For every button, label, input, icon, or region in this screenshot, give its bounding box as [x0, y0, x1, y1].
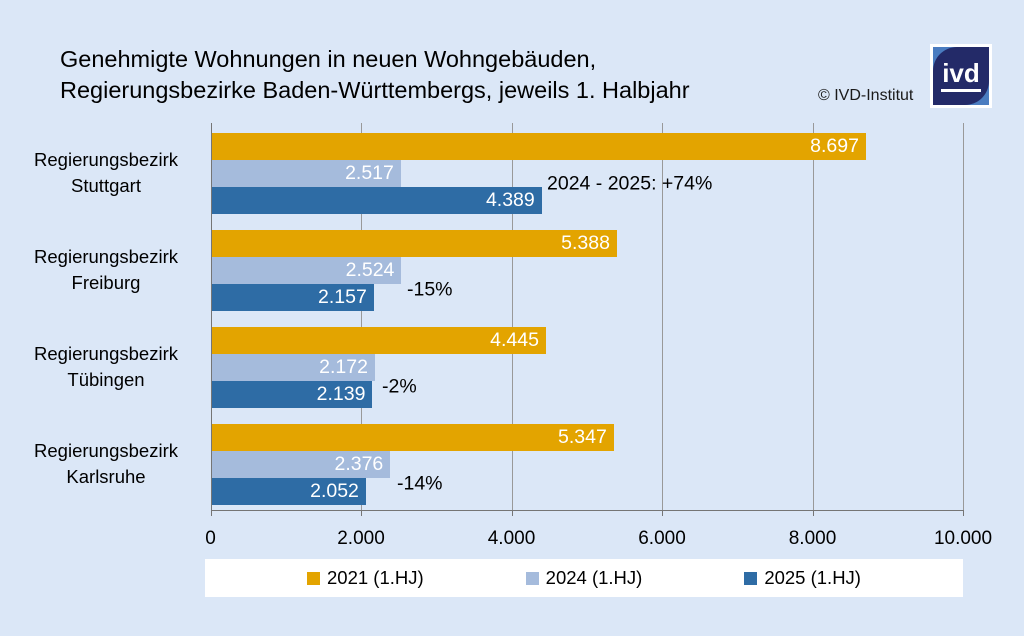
- legend-label: 2025 (1.HJ): [764, 567, 861, 588]
- bar-karlsruhe-2024: 2.376: [211, 450, 391, 478]
- x-axis-tick-label: 10.000: [933, 528, 993, 549]
- bar-karlsruhe-2021: 5.347: [211, 423, 614, 451]
- change-annotation: -15%: [407, 278, 453, 301]
- category-label: Regierungsbezirk Freiburg: [8, 244, 204, 296]
- bar-value-label: 2.524: [345, 259, 395, 282]
- bar-value-label: 5.388: [561, 232, 610, 255]
- bar-value-label: 2.157: [318, 286, 367, 309]
- bar-karlsruhe-2025: 2.052: [211, 477, 366, 505]
- gridline: [963, 123, 964, 510]
- ivd-logo: ivd: [930, 44, 992, 108]
- category-label-line1: Regierungsbezirk: [34, 439, 178, 461]
- legend-label: 2021 (1.HJ): [327, 567, 424, 588]
- bar-value-label: 2.052: [310, 479, 359, 502]
- bar-value-label: 2.517: [345, 162, 394, 185]
- change-annotation: -14%: [397, 472, 443, 495]
- legend-swatch-icon: [307, 571, 320, 585]
- x-axis-tick-label: 6.000: [638, 528, 686, 549]
- bar-stuttgart-2025: 4.389: [211, 187, 542, 215]
- category-label-line2: Freiburg: [71, 272, 141, 294]
- bar-freiburg-2021: 5.388: [211, 230, 617, 258]
- chart-title-line2: Regierungsbezirke Baden-Württembergs, je…: [60, 77, 690, 104]
- legend-item: 2024 (1.HJ): [525, 567, 643, 589]
- chart-title-line1: Genehmigte Wohnungen in neuen Wohngebäud…: [60, 46, 597, 72]
- gridline: [361, 123, 362, 510]
- legend-item: 2025 (1.HJ): [744, 567, 861, 589]
- legend-swatch-icon: [525, 571, 539, 585]
- bar-tübingen-2021: 4.445: [211, 326, 546, 354]
- category-label-line1: Regierungsbezirk: [34, 246, 178, 268]
- bar-stuttgart-2021: 8.697: [211, 133, 866, 161]
- bar-freiburg-2025: 2.157: [211, 284, 374, 312]
- x-axis-tick-label: 8.000: [788, 528, 837, 549]
- chart-title: Genehmigte Wohnungen in neuen Wohngebäud…: [60, 44, 690, 106]
- bar-value-label: 4.389: [485, 189, 535, 212]
- bar-value-label: 4.445: [490, 328, 539, 351]
- logo-text: ivd: [941, 60, 981, 92]
- bar-freiburg-2024: 2.524: [211, 257, 402, 285]
- gridline: [511, 123, 513, 510]
- x-axis-tick: [662, 510, 663, 516]
- x-axis-line: [210, 510, 963, 511]
- bar-value-label: 2.139: [316, 382, 366, 405]
- bar-tübingen-2024: 2.172: [211, 353, 375, 381]
- change-annotation: 2024 - 2025: +74%: [547, 172, 713, 195]
- category-label: Regierungsbezirk Tübingen: [8, 341, 204, 393]
- bar-tübingen-2025: 2.139: [211, 380, 373, 408]
- y-axis-line: [210, 123, 212, 516]
- x-axis-tick: [361, 510, 362, 516]
- legend-label: 2024 (1.HJ): [545, 567, 643, 588]
- change-annotation: -2%: [382, 375, 417, 398]
- category-label: Regierungsbezirk Stuttgart: [8, 147, 204, 199]
- category-label-line2: Stuttgart: [71, 175, 141, 197]
- logo-square: ivd: [933, 47, 989, 105]
- bar-value-label: 2.376: [334, 452, 384, 475]
- category-label-line1: Regierungsbezirk: [34, 149, 178, 171]
- bar-value-label: 5.347: [558, 425, 607, 448]
- bar-value-label: 2.172: [319, 355, 368, 378]
- legend: 2021 (1.HJ) 2024 (1.HJ) 2025 (1.HJ): [205, 559, 963, 597]
- category-label-line2: Karlsruhe: [66, 465, 146, 487]
- category-label: Regierungsbezirk Karlsruhe: [8, 438, 204, 490]
- gridline: [812, 123, 814, 510]
- bar-stuttgart-2024: 2.517: [211, 160, 401, 188]
- gridline: [662, 123, 663, 510]
- category-label-line2: Tübingen: [67, 368, 145, 390]
- category-label-line1: Regierungsbezirk: [34, 342, 178, 364]
- x-axis-tick: [963, 510, 964, 516]
- legend-swatch-icon: [744, 571, 758, 585]
- copyright-text: © IVD-Institut: [818, 87, 914, 104]
- x-axis-tick-label: 2.000: [337, 528, 385, 549]
- x-axis-tick: [511, 510, 513, 516]
- legend-item: 2021 (1.HJ): [307, 567, 424, 589]
- x-axis-tick: [812, 510, 814, 516]
- x-axis-tick-label: 4.000: [487, 528, 536, 549]
- x-axis-tick-label: 0: [205, 528, 216, 549]
- bar-value-label: 8.697: [810, 135, 859, 158]
